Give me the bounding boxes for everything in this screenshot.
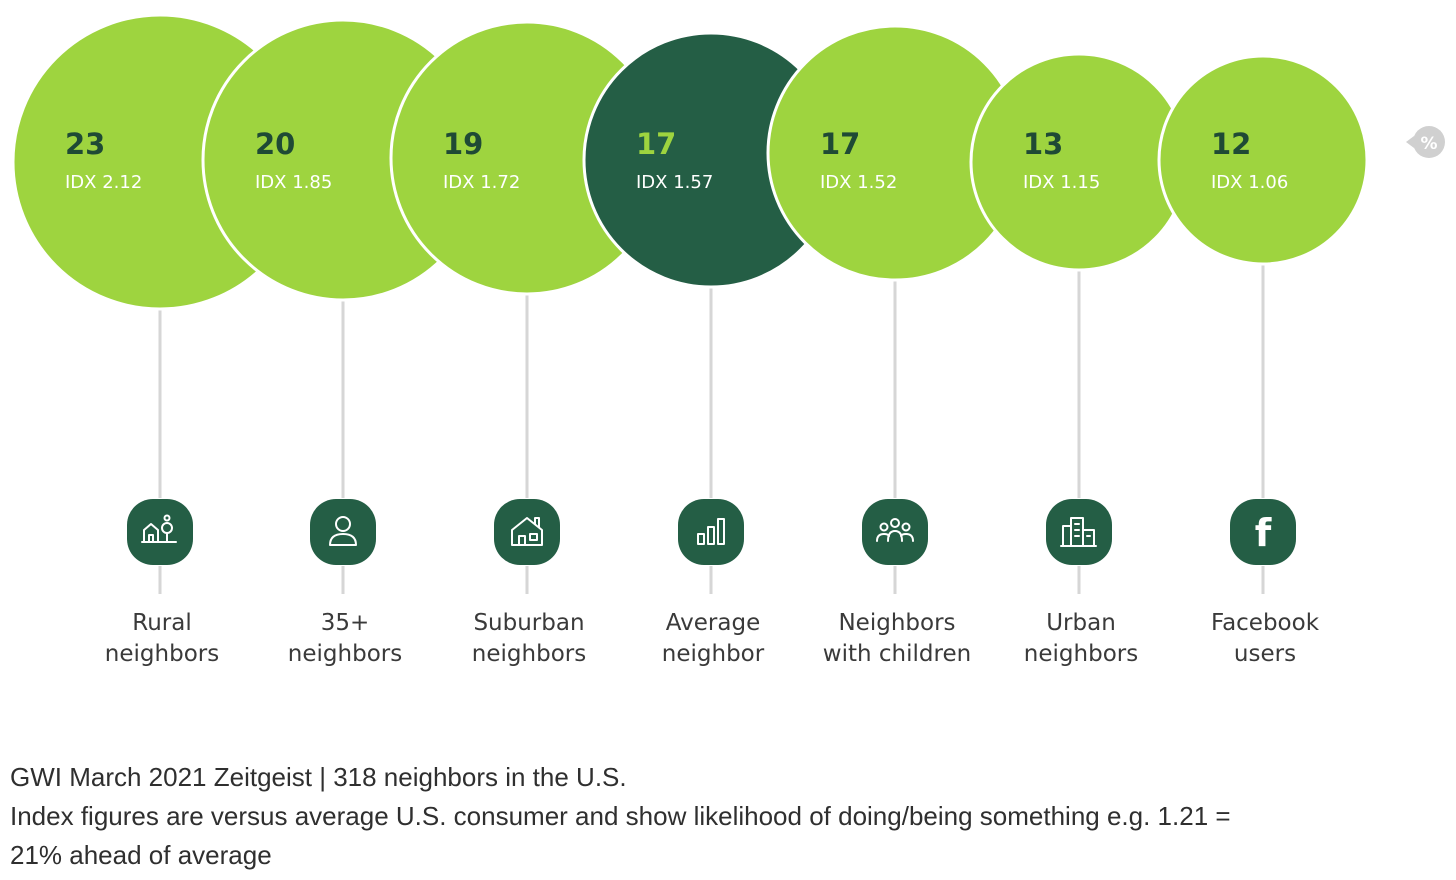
bubbles-group: 23 IDX 2.12 20 IDX 1.85 19 IDX 1.72 17 IDX 1.57… xyxy=(11,13,1369,311)
category-label: neighbors xyxy=(1024,641,1138,667)
category-label: 35+ xyxy=(321,610,370,636)
category-label: users xyxy=(1234,641,1296,667)
bubble-chart: 23 IDX 2.12 20 IDX 1.85 19 IDX 1.72 17 IDX 1.57… xyxy=(11,13,1445,667)
category-label: Neighbors xyxy=(838,610,955,636)
family-group-icon xyxy=(862,499,928,565)
category-icons: f xyxy=(127,499,1296,565)
bubble-value: 20 xyxy=(255,127,295,161)
bubble-value: 19 xyxy=(443,127,483,161)
rural-house-tree-icon xyxy=(127,499,193,565)
source-line-3: 21% ahead of average xyxy=(10,840,272,870)
bubble-index-label: IDX 1.15 xyxy=(1023,172,1100,193)
category-label: neighbors xyxy=(105,641,219,667)
person-icon xyxy=(310,499,376,565)
bubble-index-label: IDX 1.57 xyxy=(636,172,713,193)
bubble-index-label: IDX 1.06 xyxy=(1211,172,1288,193)
category-label: neighbor xyxy=(662,641,765,667)
category-label: with children xyxy=(823,641,971,667)
suburban-house-icon xyxy=(494,499,560,565)
category-label: Average xyxy=(666,610,760,636)
bubble: 13 IDX 1.15 xyxy=(969,52,1189,272)
bubble-index-label: IDX 1.72 xyxy=(443,172,520,193)
bubble-value: 13 xyxy=(1023,127,1063,161)
category-label: neighbors xyxy=(288,641,402,667)
connector-lines xyxy=(158,254,1265,594)
city-buildings-icon xyxy=(1046,499,1112,565)
svg-text:f: f xyxy=(1255,511,1272,555)
category-label: Suburban xyxy=(473,610,584,636)
bubble-index-label: IDX 1.85 xyxy=(255,172,332,193)
bubble: 12 IDX 1.06 xyxy=(1157,54,1369,266)
facebook-icon: f xyxy=(1230,499,1296,565)
bubble-circle xyxy=(1157,54,1369,266)
bubble: 19 IDX 1.72 xyxy=(389,20,665,296)
percent-icon: % xyxy=(1420,134,1437,154)
bubble-index-label: IDX 1.52 xyxy=(820,172,897,193)
category-labels: Rural neighbors 35+ neighbors Suburban neighb… xyxy=(105,610,1320,667)
category-label: Rural xyxy=(132,610,191,636)
bar-chart-icon xyxy=(678,499,744,565)
category-label: neighbors xyxy=(472,641,586,667)
category-label: Facebook xyxy=(1211,610,1320,636)
source-note: GWI March 2021 Zeitgeist | 318 neighbors… xyxy=(10,758,1430,875)
bubble-value: 23 xyxy=(65,127,105,161)
source-line-1: GWI March 2021 Zeitgeist | 318 neighbors… xyxy=(10,762,627,792)
bubble-index-label: IDX 2.12 xyxy=(65,172,142,193)
percent-toggle[interactable]: % xyxy=(1406,126,1445,158)
bubble-value: 12 xyxy=(1211,127,1251,161)
category-label: Urban xyxy=(1046,610,1116,636)
bubble-circle xyxy=(969,52,1189,272)
bubble-value: 17 xyxy=(636,127,676,161)
source-line-2: Index figures are versus average U.S. co… xyxy=(10,801,1231,831)
bubble-value: 17 xyxy=(820,127,860,161)
